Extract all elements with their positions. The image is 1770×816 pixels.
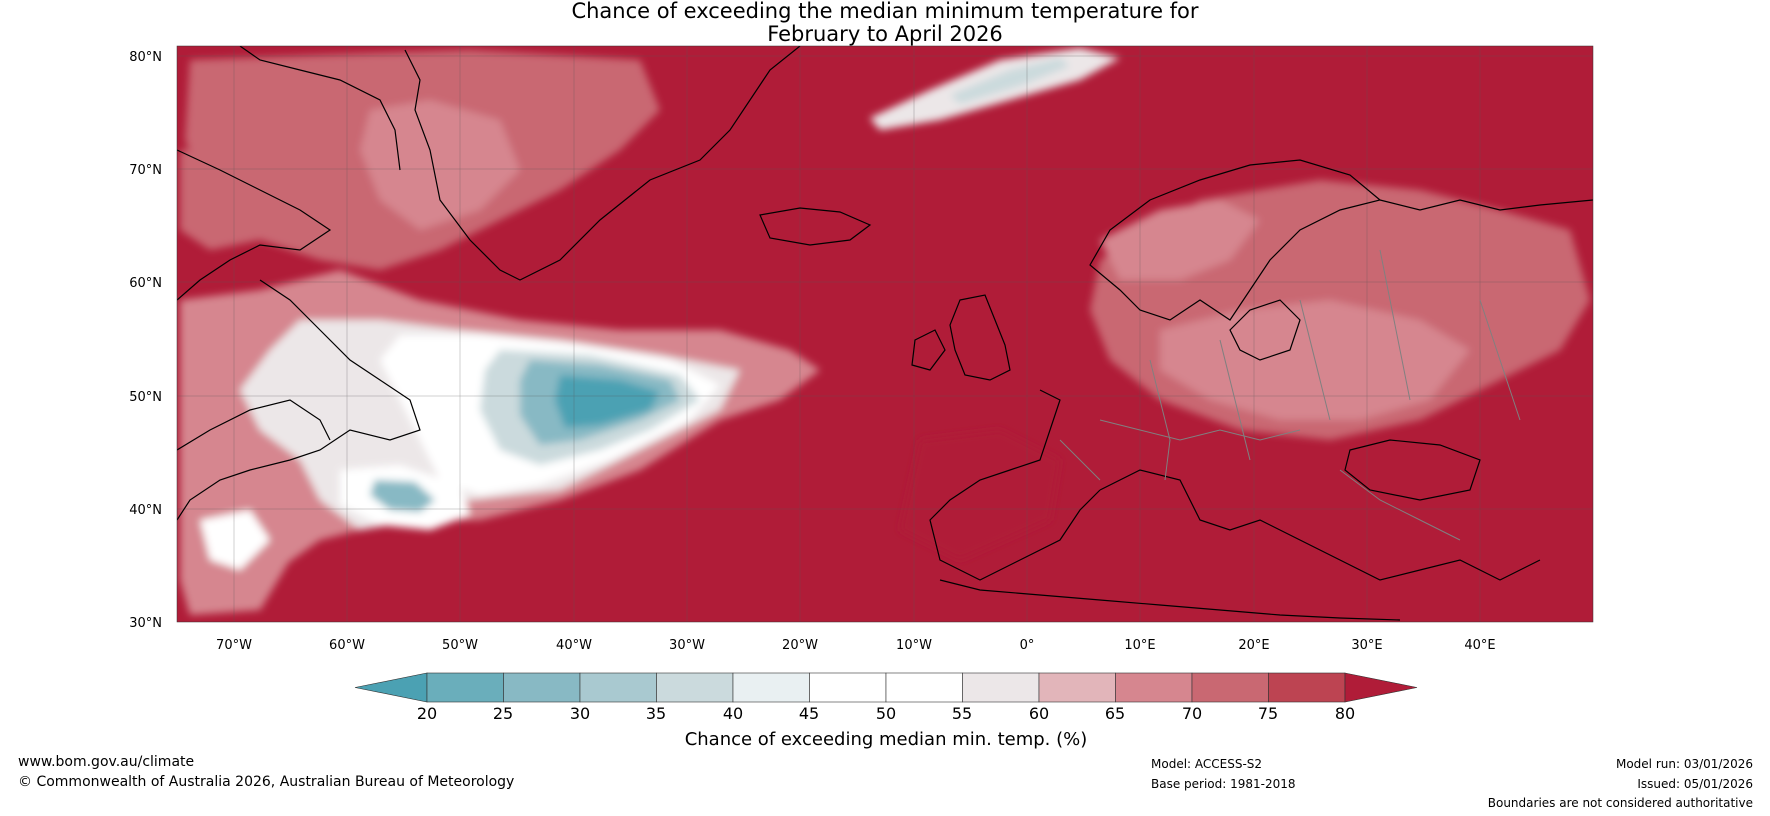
lon-tick: 20°W bbox=[782, 638, 818, 653]
footer-issued: Issued: 05/01/2026 bbox=[1637, 777, 1753, 791]
colorbar-tick: 75 bbox=[1258, 704, 1278, 723]
colorbar-tick: 50 bbox=[876, 704, 896, 723]
title-line-2: February to April 2026 bbox=[767, 22, 1003, 46]
coast-africa-north bbox=[939, 579, 1401, 621]
boundaries bbox=[1059, 249, 1521, 541]
chart-title: Chance of exceeding the median minimum t… bbox=[0, 0, 1770, 46]
lon-tick: 20°E bbox=[1238, 638, 1269, 653]
colorbar-segment bbox=[885, 672, 963, 703]
colorbar-tick: 20 bbox=[417, 704, 437, 723]
coast-britain bbox=[949, 294, 1011, 381]
boundary-3 bbox=[1219, 339, 1251, 461]
colorbar-segment bbox=[1191, 672, 1269, 703]
coast-mediterranean bbox=[1099, 469, 1541, 581]
field-iberia-80 bbox=[900, 430, 1060, 560]
boundary-4 bbox=[1299, 299, 1331, 421]
field-svalbard-45 bbox=[950, 58, 1070, 104]
footer-website: www.bom.gov.au/climate bbox=[18, 754, 195, 770]
colorbar-tick: 80 bbox=[1335, 704, 1355, 723]
colorbar-segment bbox=[579, 672, 657, 703]
lat-tick: 50°N bbox=[129, 390, 162, 405]
boundary-1 bbox=[1099, 419, 1301, 441]
coast-greenland-north bbox=[239, 46, 401, 171]
lat-tick: 70°N bbox=[129, 163, 162, 178]
colorbar-ticks: 20 25 30 35 40 45 50 55 60 65 70 75 80 bbox=[417, 704, 1355, 723]
colorbar-tick: 70 bbox=[1182, 704, 1202, 723]
coast-russia-north bbox=[1379, 199, 1593, 211]
coast-labrador bbox=[177, 279, 421, 521]
probability-field bbox=[180, 48, 1590, 615]
footer-copyright: © Commonwealth of Australia 2026, Austra… bbox=[18, 774, 515, 790]
footer-model: Model: ACCESS-S2 bbox=[1151, 757, 1263, 771]
lat-tick: 30°N bbox=[129, 616, 162, 631]
lon-tick: 10°W bbox=[896, 638, 932, 653]
footer-disclaimer: Boundaries are not considered authoritat… bbox=[1487, 796, 1753, 810]
colorbar-segment bbox=[1115, 672, 1193, 703]
coast-black-sea bbox=[1344, 439, 1481, 501]
lat-axis: 80°N 70°N 60°N 50°N 40°N 30°N bbox=[129, 50, 162, 631]
colorbar-segment bbox=[1268, 672, 1346, 703]
colorbar-tick: 40 bbox=[723, 704, 743, 723]
lon-tick: 60°W bbox=[329, 638, 365, 653]
map-frame bbox=[176, 45, 1594, 623]
boundary-5 bbox=[1379, 249, 1411, 401]
boundary-7 bbox=[1059, 439, 1101, 481]
coastlines bbox=[177, 46, 1593, 621]
lat-tick: 60°N bbox=[129, 276, 162, 291]
colorbar-segment bbox=[1038, 672, 1116, 703]
field-baffin-70 bbox=[180, 150, 280, 250]
coast-ireland bbox=[911, 329, 946, 371]
lon-axis: 70°W 60°W 50°W 40°W 30°W 20°W 10°W 0° 10… bbox=[216, 638, 1496, 653]
lat-tick: 40°N bbox=[129, 503, 162, 518]
field-greenland-65 bbox=[360, 100, 520, 230]
footer-model-run: Model run: 03/01/2026 bbox=[1615, 757, 1753, 771]
footer-base-period: Base period: 1981-2018 bbox=[1151, 777, 1296, 791]
coast-greenland bbox=[404, 46, 801, 281]
colorbar-segment bbox=[962, 672, 1040, 703]
colorbar-segment bbox=[732, 672, 810, 703]
coast-europe-west bbox=[929, 389, 1101, 581]
colorbar bbox=[354, 672, 1418, 703]
lat-tick: 80°N bbox=[129, 50, 162, 65]
coast-scandinavia bbox=[1089, 159, 1382, 321]
boundary-6 bbox=[1479, 299, 1521, 421]
colorbar-segment bbox=[426, 672, 504, 703]
lon-tick: 40°W bbox=[556, 638, 592, 653]
colorbar-extend-high bbox=[1344, 672, 1418, 703]
field-useast-55 bbox=[200, 510, 270, 570]
lon-tick: 10°E bbox=[1124, 638, 1155, 653]
colorbar-tick: 65 bbox=[1105, 704, 1125, 723]
colorbar-tick: 55 bbox=[952, 704, 972, 723]
colorbar-segment bbox=[656, 672, 734, 703]
lon-tick: 70°W bbox=[216, 638, 252, 653]
boundary-2 bbox=[1149, 359, 1171, 481]
coast-baltic bbox=[1229, 299, 1301, 361]
colorbar-segment bbox=[809, 672, 887, 703]
colorbar-extend-low bbox=[354, 672, 428, 703]
lon-tick: 30°W bbox=[669, 638, 705, 653]
colorbar-tick: 45 bbox=[799, 704, 819, 723]
colorbar-label: Chance of exceeding median min. temp. (%… bbox=[685, 729, 1088, 750]
colorbar-tick: 30 bbox=[570, 704, 590, 723]
title-line-1: Chance of exceeding the median minimum t… bbox=[571, 0, 1199, 23]
colorbar-tick: 25 bbox=[493, 704, 513, 723]
lon-tick: 0° bbox=[1020, 638, 1035, 653]
colorbar-tick: 60 bbox=[1029, 704, 1049, 723]
graticule bbox=[177, 46, 1593, 622]
field-blob2-30 bbox=[370, 480, 435, 512]
lon-tick: 50°W bbox=[442, 638, 478, 653]
colorbar-segment bbox=[503, 672, 581, 703]
map-area bbox=[177, 46, 1593, 622]
lon-tick: 40°E bbox=[1464, 638, 1495, 653]
coast-canada-arctic bbox=[177, 149, 332, 301]
colorbar-tick: 35 bbox=[646, 704, 666, 723]
coast-iceland bbox=[759, 207, 872, 246]
field-atlantic-20 bbox=[555, 375, 660, 428]
boundary-8 bbox=[1339, 469, 1461, 541]
coast-gulf-st-lawrence bbox=[177, 399, 331, 451]
lon-tick: 30°E bbox=[1351, 638, 1382, 653]
